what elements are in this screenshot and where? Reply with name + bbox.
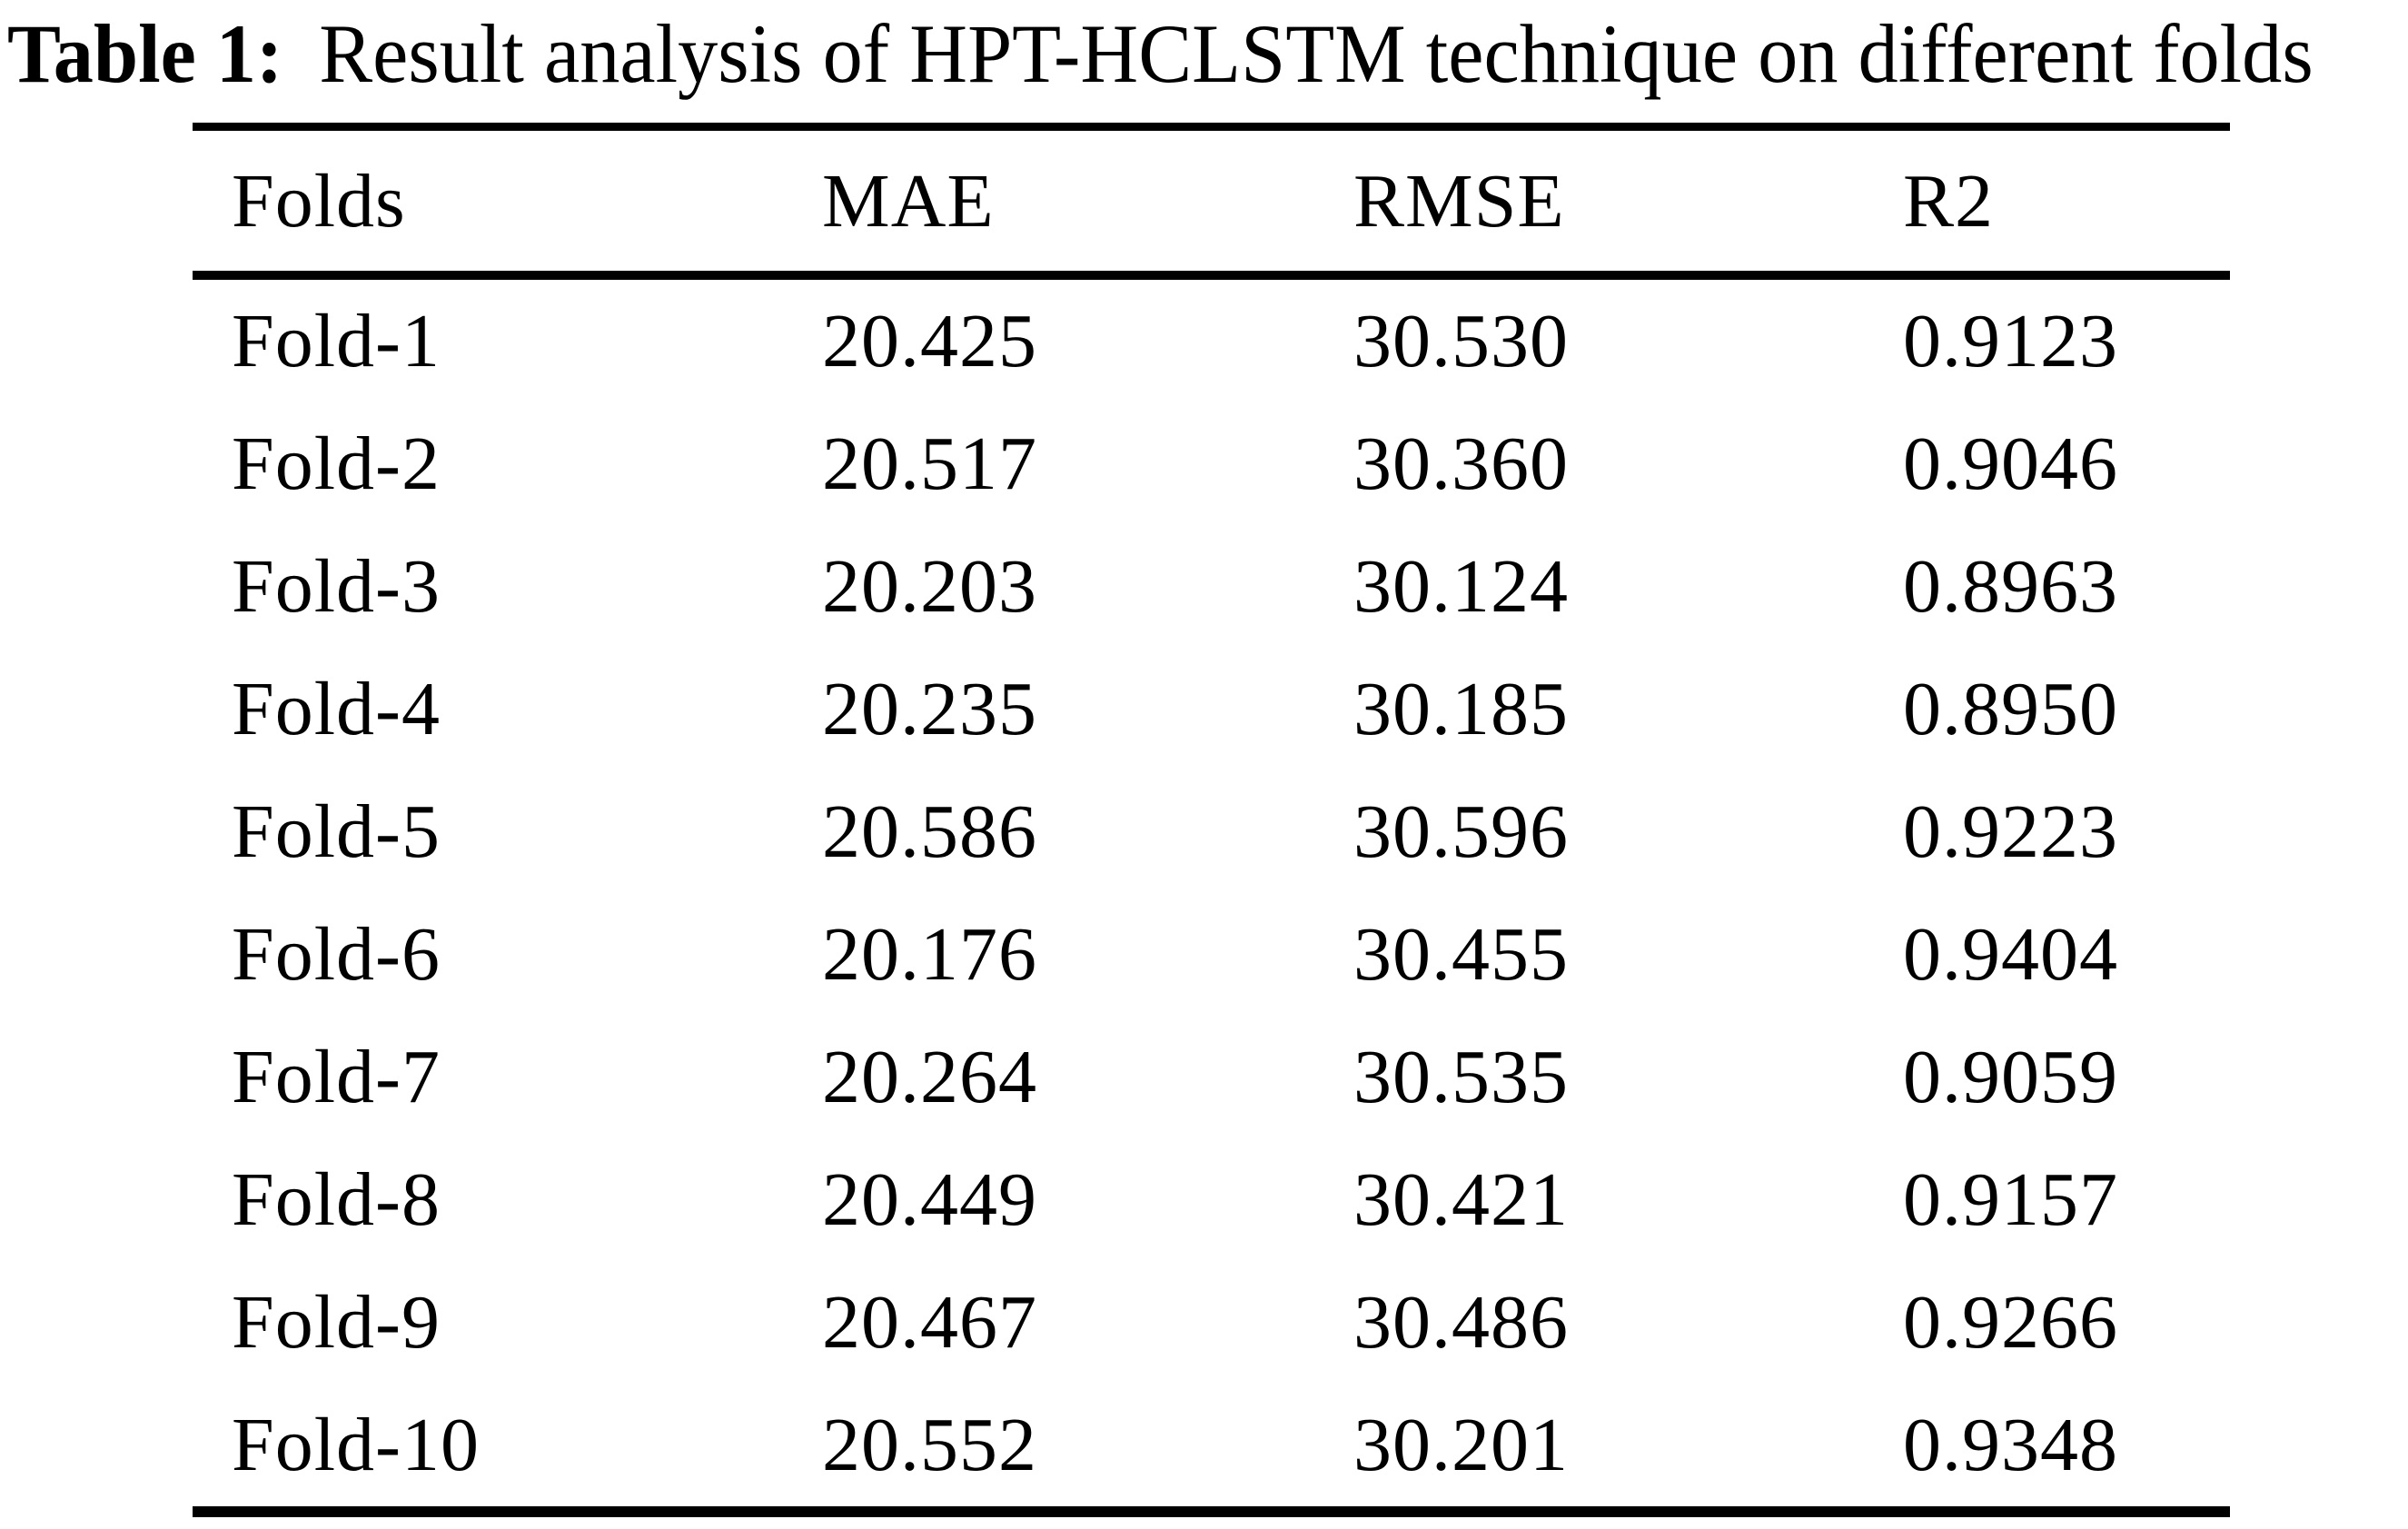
cell-fold: Fold-7 bbox=[232, 1035, 441, 1119]
table-row: Fold-2 20.517 30.360 0.9046 bbox=[193, 402, 2230, 525]
cell-r2: 0.9266 bbox=[1903, 1280, 2118, 1365]
cell-mae: 20.449 bbox=[822, 1157, 1037, 1242]
table-row: Fold-3 20.203 30.124 0.8963 bbox=[193, 525, 2230, 648]
cell-r2: 0.9123 bbox=[1903, 299, 2118, 383]
cell-fold: Fold-3 bbox=[232, 544, 441, 629]
cell-mae: 20.552 bbox=[822, 1403, 1037, 1487]
table-header-row: Folds MAE RMSE R2 bbox=[193, 131, 2230, 280]
caption-label: Table 1: bbox=[7, 7, 283, 100]
cell-rmse: 30.421 bbox=[1353, 1157, 1569, 1242]
table-row: Fold-6 20.176 30.455 0.9404 bbox=[193, 893, 2230, 1016]
col-header-folds: Folds bbox=[232, 158, 406, 243]
col-header-r2: R2 bbox=[1903, 158, 1995, 243]
table-row: Fold-8 20.449 30.421 0.9157 bbox=[193, 1138, 2230, 1261]
cell-fold: Fold-8 bbox=[232, 1157, 441, 1242]
cell-fold: Fold-1 bbox=[232, 299, 441, 383]
cell-rmse: 30.535 bbox=[1353, 1035, 1569, 1119]
cell-mae: 20.586 bbox=[822, 789, 1037, 874]
table-row: Fold-4 20.235 30.185 0.8950 bbox=[193, 648, 2230, 770]
cell-r2: 0.9223 bbox=[1903, 789, 2118, 874]
cell-rmse: 30.185 bbox=[1353, 667, 1569, 751]
cell-fold: Fold-6 bbox=[232, 912, 441, 997]
col-header-mae: MAE bbox=[822, 158, 995, 243]
cell-r2: 0.9046 bbox=[1903, 422, 2118, 506]
cell-mae: 20.264 bbox=[822, 1035, 1037, 1119]
cell-rmse: 30.360 bbox=[1353, 422, 1569, 506]
cell-rmse: 30.596 bbox=[1353, 789, 1569, 874]
cell-mae: 20.425 bbox=[822, 299, 1037, 383]
cell-mae: 20.203 bbox=[822, 544, 1037, 629]
cell-rmse: 30.455 bbox=[1353, 912, 1569, 997]
cell-rmse: 30.486 bbox=[1353, 1280, 1569, 1365]
cell-rmse: 30.530 bbox=[1353, 299, 1569, 383]
cell-mae: 20.235 bbox=[822, 667, 1037, 751]
cell-r2: 0.9404 bbox=[1903, 912, 2118, 997]
cell-r2: 0.9157 bbox=[1903, 1157, 2118, 1242]
cell-r2: 0.9059 bbox=[1903, 1035, 2118, 1119]
table-row: Fold-1 20.425 30.530 0.9123 bbox=[193, 280, 2230, 402]
table-body: Fold-1 20.425 30.530 0.9123 Fold-2 20.51… bbox=[193, 280, 2230, 1517]
cell-rmse: 30.201 bbox=[1353, 1403, 1569, 1487]
cell-mae: 20.467 bbox=[822, 1280, 1037, 1365]
table-row: Fold-9 20.467 30.486 0.9266 bbox=[193, 1261, 2230, 1384]
cell-fold: Fold-5 bbox=[232, 789, 441, 874]
cell-r2: 0.8950 bbox=[1903, 667, 2118, 751]
cell-fold: Fold-10 bbox=[232, 1403, 481, 1487]
cell-fold: Fold-9 bbox=[232, 1280, 441, 1365]
table-row: Fold-5 20.586 30.596 0.9223 bbox=[193, 770, 2230, 893]
caption-text: Result analysis of HPT-HCLSTM technique … bbox=[319, 7, 2314, 100]
table-row: Fold-7 20.264 30.535 0.9059 bbox=[193, 1016, 2230, 1138]
cell-mae: 20.517 bbox=[822, 422, 1037, 506]
col-header-rmse: RMSE bbox=[1353, 158, 1565, 243]
cell-mae: 20.176 bbox=[822, 912, 1037, 997]
results-table: Folds MAE RMSE R2 Fold-1 20.425 30.530 0… bbox=[193, 123, 2230, 1517]
cell-rmse: 30.124 bbox=[1353, 544, 1569, 629]
table-row: Fold-10 20.552 30.201 0.9348 bbox=[193, 1384, 2230, 1506]
cell-r2: 0.9348 bbox=[1903, 1403, 2118, 1487]
cell-fold: Fold-2 bbox=[232, 422, 441, 506]
table-caption: Table 1: Result analysis of HPT-HCLSTM te… bbox=[7, 2, 2314, 106]
cell-fold: Fold-4 bbox=[232, 667, 441, 751]
cell-r2: 0.8963 bbox=[1903, 544, 2118, 629]
